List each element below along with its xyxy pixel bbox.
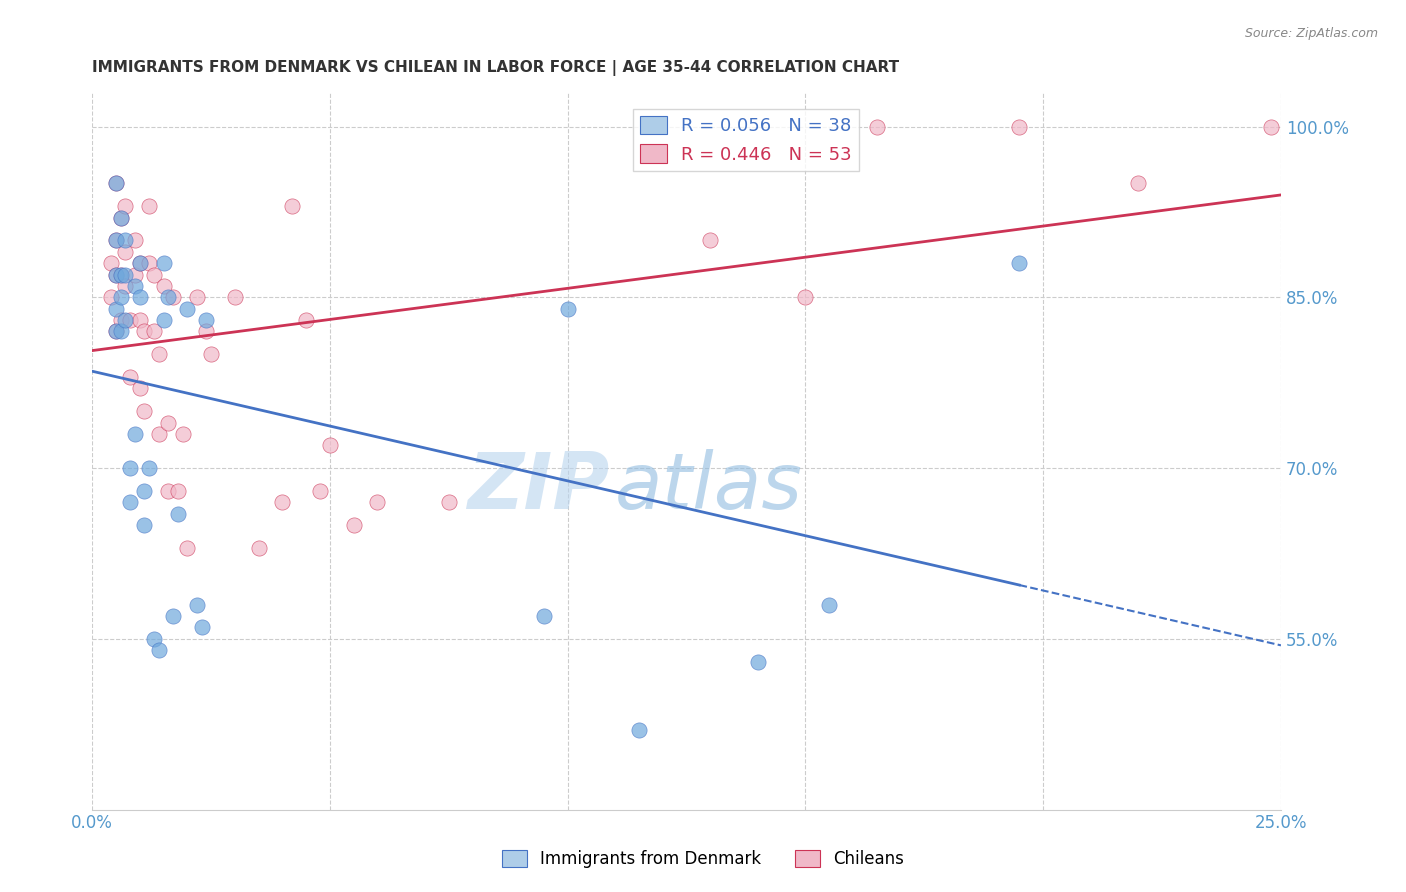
Point — [152, 256, 174, 270]
Point — [114, 199, 136, 213]
Point — [128, 256, 150, 270]
Legend: R = 0.056   N = 38, R = 0.446   N = 53: R = 0.056 N = 38, R = 0.446 N = 53 — [633, 109, 859, 170]
Point — [271, 495, 294, 509]
Point — [157, 290, 180, 304]
Point — [176, 301, 198, 316]
Point — [866, 120, 889, 134]
Point — [120, 495, 142, 509]
Point — [134, 404, 156, 418]
Point — [152, 313, 174, 327]
Point — [190, 620, 212, 634]
Point — [128, 256, 150, 270]
Point — [195, 325, 218, 339]
Point — [104, 268, 127, 282]
Point — [162, 290, 184, 304]
Point — [110, 211, 132, 225]
Point — [110, 325, 132, 339]
Point — [134, 483, 156, 498]
Point — [148, 426, 170, 441]
Point — [157, 483, 180, 498]
Point — [281, 199, 304, 213]
Point — [104, 325, 127, 339]
Point — [114, 313, 136, 327]
Text: Source: ZipAtlas.com: Source: ZipAtlas.com — [1244, 27, 1378, 40]
Point — [699, 234, 721, 248]
Point — [818, 598, 841, 612]
Point — [1008, 120, 1031, 134]
Point — [114, 268, 136, 282]
Point — [110, 290, 132, 304]
Point — [124, 426, 146, 441]
Point — [110, 211, 132, 225]
Point — [134, 325, 156, 339]
Point — [110, 313, 132, 327]
Point — [114, 234, 136, 248]
Point — [224, 290, 246, 304]
Text: ZIP: ZIP — [467, 449, 609, 524]
Point — [104, 268, 127, 282]
Point — [172, 426, 194, 441]
Point — [110, 268, 132, 282]
Point — [138, 461, 160, 475]
Point — [319, 438, 342, 452]
Point — [120, 370, 142, 384]
Point — [134, 518, 156, 533]
Point — [747, 655, 769, 669]
Point — [557, 301, 579, 316]
Point — [124, 234, 146, 248]
Point — [100, 256, 122, 270]
Point — [1128, 177, 1150, 191]
Point — [138, 199, 160, 213]
Point — [120, 313, 142, 327]
Point — [295, 313, 318, 327]
Point — [152, 279, 174, 293]
Point — [143, 325, 166, 339]
Point — [166, 507, 188, 521]
Point — [533, 609, 555, 624]
Point — [128, 313, 150, 327]
Point — [120, 461, 142, 475]
Point — [124, 268, 146, 282]
Point — [162, 609, 184, 624]
Point — [114, 244, 136, 259]
Point — [100, 290, 122, 304]
Point — [366, 495, 388, 509]
Point — [104, 301, 127, 316]
Point — [143, 632, 166, 646]
Point — [794, 290, 817, 304]
Point — [200, 347, 222, 361]
Point — [124, 279, 146, 293]
Point — [128, 290, 150, 304]
Point — [186, 598, 208, 612]
Point — [176, 541, 198, 555]
Legend: Immigrants from Denmark, Chileans: Immigrants from Denmark, Chileans — [495, 843, 911, 875]
Text: atlas: atlas — [616, 449, 803, 524]
Point — [104, 177, 127, 191]
Text: IMMIGRANTS FROM DENMARK VS CHILEAN IN LABOR FORCE | AGE 35-44 CORRELATION CHART: IMMIGRANTS FROM DENMARK VS CHILEAN IN LA… — [93, 60, 900, 76]
Point — [157, 416, 180, 430]
Point — [104, 325, 127, 339]
Point — [343, 518, 366, 533]
Point — [166, 483, 188, 498]
Point — [247, 541, 270, 555]
Point — [104, 234, 127, 248]
Point — [186, 290, 208, 304]
Point — [1008, 256, 1031, 270]
Point — [138, 256, 160, 270]
Point — [148, 347, 170, 361]
Point — [1260, 120, 1282, 134]
Point — [309, 483, 332, 498]
Point — [148, 643, 170, 657]
Point — [195, 313, 218, 327]
Point — [104, 177, 127, 191]
Point — [110, 268, 132, 282]
Point — [104, 234, 127, 248]
Point — [143, 268, 166, 282]
Point — [627, 723, 650, 737]
Point — [114, 279, 136, 293]
Point — [437, 495, 460, 509]
Point — [128, 381, 150, 395]
